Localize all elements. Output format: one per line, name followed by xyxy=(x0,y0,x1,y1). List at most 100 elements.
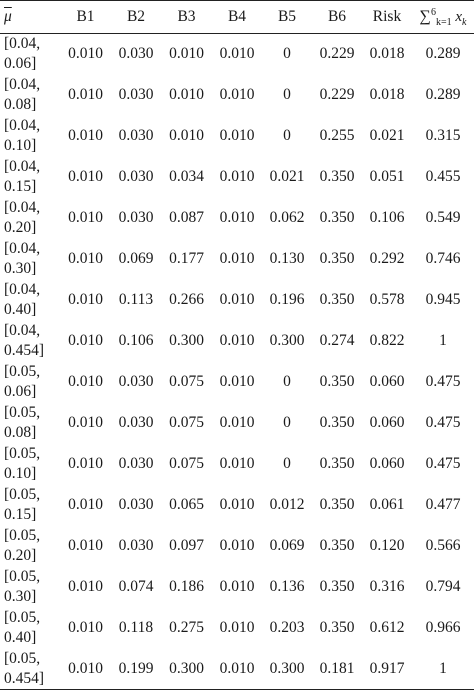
cell-sum: 0.794 xyxy=(425,578,461,595)
range-upper: 0.20] xyxy=(4,547,37,564)
cell-risk: 0.018 xyxy=(369,86,405,103)
header-b3: B3 xyxy=(161,0,212,34)
range-lower: [0.05, xyxy=(4,486,41,503)
cell-b5: 0.300 xyxy=(262,648,312,690)
range-cell: [0.05, 0.08] xyxy=(0,403,60,444)
cell-b2: 0.118 xyxy=(118,619,154,636)
cell-sum: 0.966 xyxy=(425,619,461,636)
cell-b5: 0.136 xyxy=(269,578,305,595)
cell-b1: 0.010 xyxy=(68,496,103,513)
cell-b1: 0.010 xyxy=(68,45,103,63)
cell-b3: 0.010 xyxy=(169,127,204,144)
cell-risk: 0.061 xyxy=(369,496,405,513)
cell-risk: 0.822 xyxy=(369,332,405,349)
cell-b6: 0.350 xyxy=(319,578,355,595)
table-row: [0.04, 0.30] 0.010 0.069 0.177 0.010 0.130 0.35… xyxy=(0,239,474,280)
cell-b1: 0.010 xyxy=(68,168,103,185)
cell-sum: 1 xyxy=(412,648,474,690)
cell-b5: 0.300 xyxy=(269,332,305,349)
range-cell: [0.05, 0.15] xyxy=(0,485,60,526)
cell-b5: 0 xyxy=(283,414,291,431)
cell-b6: 0.350 xyxy=(319,250,355,267)
cell-b3: 0.065 xyxy=(169,496,204,513)
cell-b1: 0.010 xyxy=(68,619,103,636)
cell-b4: 0.010 xyxy=(219,45,255,63)
header-sum: ∑6k=1 xk xyxy=(412,0,474,34)
range-upper: 0.15] xyxy=(4,506,37,523)
cell-b4: 0.010 xyxy=(219,332,255,349)
cell-b2: 0.030 xyxy=(118,127,154,144)
range-cell: [0.05, 0.30] xyxy=(0,567,60,608)
cell-risk: 0.120 xyxy=(369,537,405,554)
table-row: [0.05, 0.15] 0.010 0.030 0.065 0.010 0.012 0.35… xyxy=(0,485,474,526)
cell-b1: 0.010 xyxy=(68,209,103,226)
cell-b5: 0 xyxy=(283,373,291,390)
cell-b2: 0.106 xyxy=(118,332,154,349)
cell-b5: 0.069 xyxy=(269,537,305,554)
range-lower: [0.04, xyxy=(4,322,41,339)
cell-b3: 0.177 xyxy=(169,250,204,267)
table-body: [0.04, 0.06] 0.010 0.030 0.010 0.010 0 0.229 0.0… xyxy=(0,34,474,690)
header-b5: B5 xyxy=(262,0,312,34)
cell-b3: 0.186 xyxy=(169,578,204,595)
table-row: [0.04, 0.454] 0.010 0.106 0.300 0.010 0.300 0.2… xyxy=(0,321,474,362)
range-upper: 0.30] xyxy=(4,588,37,605)
range-cell: [0.04, 0.10] xyxy=(0,116,60,157)
cell-b6: 0.350 xyxy=(319,291,355,308)
range-lower: [0.04, xyxy=(4,281,41,298)
range-cell: [0.05, 0.10] xyxy=(0,444,60,485)
cell-b2: 0.030 xyxy=(118,168,154,185)
cell-b3: 0.075 xyxy=(169,414,204,431)
cell-b6: 0.229 xyxy=(319,86,355,103)
cell-b6: 0.350 xyxy=(319,373,355,390)
cell-b3: 0.010 xyxy=(169,86,204,103)
range-cell: [0.04, 0.06] xyxy=(0,34,60,75)
cell-sum: 0.945 xyxy=(425,291,461,308)
cell-b5: 0.196 xyxy=(269,291,305,308)
cell-b4: 0.010 xyxy=(219,373,255,390)
header-mu: μ xyxy=(0,0,60,34)
cell-b2: 0.113 xyxy=(118,291,154,308)
cell-b4: 0.010 xyxy=(212,648,262,690)
range-cell: [0.05, 0.454] xyxy=(0,648,60,690)
cell-sum: 0.315 xyxy=(425,127,461,144)
cell-b4: 0.010 xyxy=(219,250,255,267)
range-lower: [0.04, xyxy=(4,158,41,175)
cell-b6: 0.350 xyxy=(319,168,355,185)
range-cell: [0.04, 0.08] xyxy=(0,75,60,116)
cell-b4: 0.010 xyxy=(219,86,255,103)
range-upper: 0.20] xyxy=(4,219,37,236)
range-lower: [0.05, xyxy=(4,445,41,462)
cell-b4: 0.010 xyxy=(219,455,255,472)
table-row: [0.05, 0.20] 0.010 0.030 0.097 0.010 0.069 0.35… xyxy=(0,526,474,567)
cell-b6: 0.350 xyxy=(319,209,355,226)
cell-b2: 0.199 xyxy=(111,648,161,690)
cell-risk: 0.316 xyxy=(369,578,405,595)
range-lower: [0.05, xyxy=(4,609,41,626)
cell-b1: 0.010 xyxy=(68,578,103,595)
table-row: [0.04, 0.06] 0.010 0.030 0.010 0.010 0 0.229 0.0… xyxy=(0,34,474,75)
cell-b6: 0.229 xyxy=(319,45,355,63)
header-row: μ B1 B2 B3 B4 B5 B6 Risk ∑6k=1 xk xyxy=(0,0,474,34)
cell-b1: 0.010 xyxy=(60,648,111,690)
cell-b5: 0.021 xyxy=(269,168,305,185)
range-upper: 0.454] xyxy=(4,669,45,687)
cell-sum: 0.475 xyxy=(425,455,461,472)
range-lower: [0.04, xyxy=(4,199,41,216)
cell-b1: 0.010 xyxy=(68,250,103,267)
range-cell: [0.04, 0.15] xyxy=(0,157,60,198)
cell-b2: 0.069 xyxy=(118,250,154,267)
range-cell: [0.04, 0.40] xyxy=(0,280,60,321)
cell-b2: 0.074 xyxy=(118,578,154,595)
cell-b6: 0.350 xyxy=(319,537,355,554)
cell-b1: 0.010 xyxy=(68,332,103,349)
cell-b5: 0.130 xyxy=(269,250,305,267)
cell-risk: 0.051 xyxy=(369,168,405,185)
range-lower: [0.05, xyxy=(4,363,41,380)
cell-b4: 0.010 xyxy=(219,537,255,554)
cell-b6: 0.350 xyxy=(319,414,355,431)
range-upper: 0.40] xyxy=(4,629,37,646)
cell-risk: 0.917 xyxy=(362,648,412,690)
cell-risk: 0.060 xyxy=(369,414,405,431)
range-upper: 0.30] xyxy=(4,260,37,277)
